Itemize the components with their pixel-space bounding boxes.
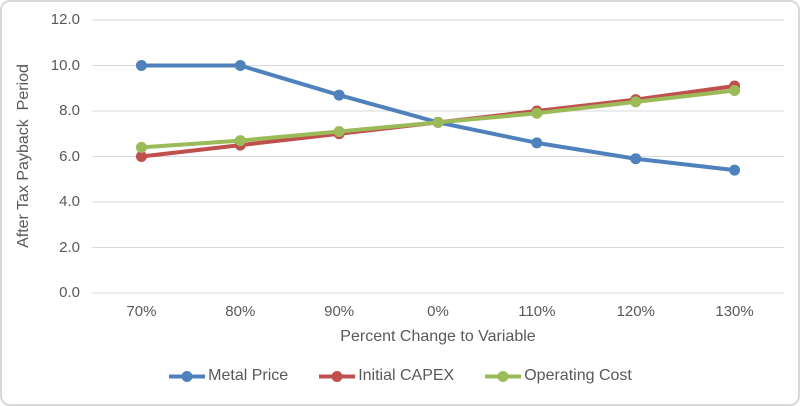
data-point-metal-price — [234, 60, 246, 71]
data-point-operating-cost — [135, 141, 147, 153]
data-point-operating-cost — [333, 125, 345, 137]
y-tick-label: 0.0 — [59, 284, 80, 301]
data-point-metal-price — [135, 60, 147, 71]
y-tick-label: 8.0 — [59, 102, 80, 119]
legend-item-initial-capex: Initial CAPEX — [318, 367, 454, 385]
y-tick-label: 2.0 — [59, 238, 80, 256]
x-tick-label: 130% — [715, 303, 754, 320]
data-point-metal-price — [729, 164, 741, 176]
data-point-operating-cost — [432, 116, 444, 128]
legend-swatch-metal-price — [169, 370, 206, 382]
x-tick-label: 120% — [616, 303, 655, 320]
data-point-metal-price — [333, 89, 345, 101]
data-point-metal-price — [630, 153, 642, 165]
x-tick-label: 70% — [126, 303, 157, 320]
legend-label: Metal Price — [208, 367, 289, 384]
legend-item-operating-cost: Operating Cost — [484, 367, 632, 385]
legend-swatch-operating-cost — [485, 370, 522, 382]
legend-item-metal-price: Metal Price — [168, 367, 288, 385]
data-point-operating-cost — [630, 96, 642, 108]
x-axis-title: Percent Change to Variable — [340, 328, 536, 345]
x-tick-label: 80% — [225, 303, 256, 320]
legend-label: Initial CAPEX — [358, 367, 455, 384]
data-point-operating-cost — [234, 135, 246, 147]
x-tick-label: 90% — [324, 303, 355, 320]
y-tick-label: 12.0 — [50, 11, 80, 28]
legend-swatch-initial-capex — [319, 370, 356, 382]
data-point-initial-capex — [135, 151, 147, 162]
data-point-metal-price — [531, 137, 543, 149]
legend: Metal Price Initial CAPEX Operating Cost — [2, 367, 798, 385]
x-tick-label: 0% — [427, 303, 449, 320]
y-tick-label: 4.0 — [59, 193, 80, 210]
data-point-operating-cost — [729, 85, 741, 97]
x-tick-label: 110% — [518, 303, 556, 320]
legend-label: Operating Cost — [524, 367, 632, 384]
data-point-operating-cost — [531, 107, 543, 119]
y-tick-label: 6.0 — [59, 147, 80, 165]
y-tick-label: 10.0 — [50, 56, 80, 74]
y-axis-title: After Tax Payback Period — [15, 64, 32, 248]
